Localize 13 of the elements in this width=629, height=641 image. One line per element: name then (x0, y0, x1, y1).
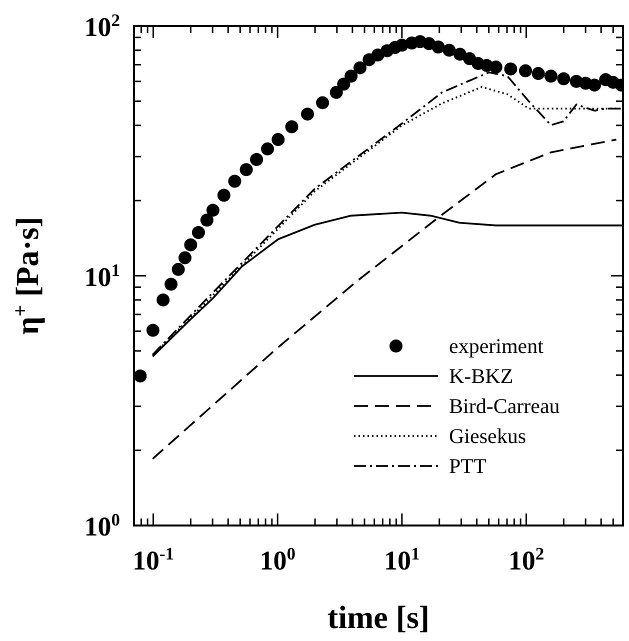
legend-label: Bird-Carreau (449, 394, 560, 418)
legend-label: experiment (449, 334, 544, 358)
y-tick-label: 10$^{2}$ (84, 10, 120, 42)
x-axis-title: time [s] (327, 599, 430, 635)
x-tick-label: 10$^{0}$ (260, 544, 296, 576)
legend-label: K-BKZ (449, 364, 514, 388)
y-tick-label: 10$^{0}$ (84, 510, 120, 542)
y-tick-label: 10$^{1}$ (84, 260, 120, 292)
x-tick-label: 10$^{2}$ (508, 544, 544, 576)
x-tick-label: 10$^{-1}$ (132, 544, 174, 576)
legend-label: PTT (449, 454, 487, 478)
legend-label: Giesekus (449, 424, 526, 448)
x-tick-label: 10$^{1}$ (384, 544, 420, 576)
